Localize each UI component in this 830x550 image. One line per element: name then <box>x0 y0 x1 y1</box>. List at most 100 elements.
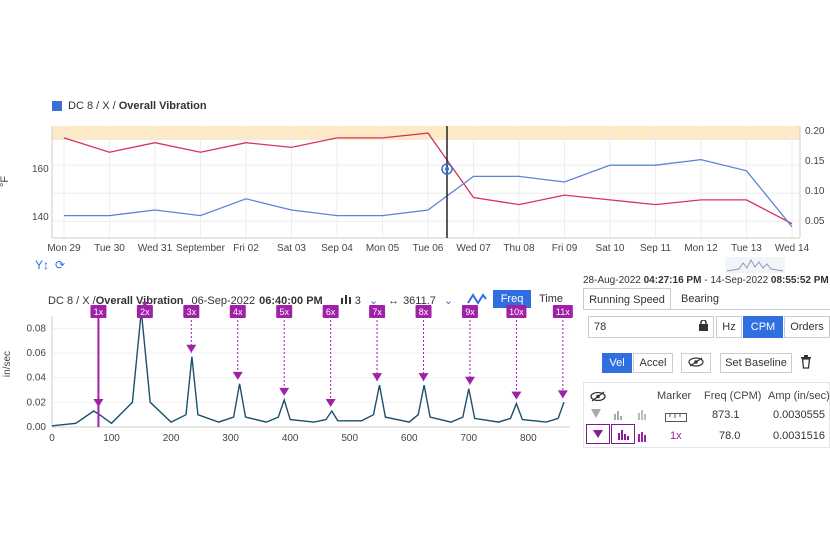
unit-hz-button[interactable]: Hz <box>716 316 742 338</box>
header-freq: Freq (CPM) <box>704 390 762 402</box>
spectrum-title-bold: Overall Vibration <box>95 294 184 307</box>
harmonic-marker-icon <box>593 430 603 438</box>
tab-time[interactable]: Time <box>538 293 564 305</box>
vel-button[interactable]: Vel <box>602 353 632 373</box>
trend-x-tick-label: Wed 14 <box>775 243 810 254</box>
harmonic-marker-label: 4x <box>233 307 243 317</box>
harmonic-marker-arrow <box>511 391 522 400</box>
trend-x-tick-label: Mon 12 <box>684 243 718 254</box>
trend-title-prefix: DC 8 / X / <box>68 100 119 112</box>
spectrum-y-label: in/sec <box>2 351 13 377</box>
width-arrow-icon: ↔ <box>388 294 400 307</box>
zoom-y-icon[interactable]: Y↕ <box>35 258 50 272</box>
harmonic-marker-arrow <box>464 376 475 385</box>
trend-x-tick-label: Wed 07 <box>456 243 491 254</box>
hide-markers-button[interactable] <box>681 353 711 373</box>
spectrum-x-tick-label: 700 <box>460 433 477 444</box>
trend-title-bold: Overall Vibration <box>118 100 207 112</box>
spectrum-chart[interactable]: in/sec 0.08 0.06 0.04 0.02 0.00 0 100 200 300 40… <box>0 302 575 450</box>
row2-marker: 1x <box>670 430 682 442</box>
harmonic-marker-box[interactable] <box>552 305 573 318</box>
range-end-date: 14-Sep-2022 <box>710 275 769 286</box>
tab-bearing[interactable]: Bearing <box>681 293 719 305</box>
harmonic-marker-label: 5x <box>279 307 289 317</box>
temperature-series-line <box>63 132 793 225</box>
harmonic-marker-box[interactable] <box>183 305 200 318</box>
harmonic-marker-box[interactable] <box>136 305 153 318</box>
harmonic-marker-arrow <box>186 344 197 353</box>
spectrum-x-tick-label: 200 <box>163 433 180 444</box>
trend-x-tick-label: Tue 13 <box>731 243 762 254</box>
harmonic-marker-arrow <box>372 373 383 382</box>
harmonic-marker-box[interactable] <box>229 305 246 318</box>
trend-x-tick-label: September <box>176 243 226 254</box>
harmonic-marker-arrow <box>279 387 290 396</box>
cursor-point-dot <box>445 167 449 171</box>
harmonic-marker-box[interactable] <box>506 305 527 318</box>
header-marker: Marker <box>657 390 692 402</box>
harmonic-marker-box[interactable] <box>90 305 107 318</box>
spectrum-x-tick-label: 600 <box>401 433 418 444</box>
harmonic-marker-label: 3x <box>187 307 197 317</box>
range-start-date: 28-Aug-2022 <box>583 275 641 286</box>
row2-amp: 0.0031516 <box>773 430 825 442</box>
spectrum-x-tick-label: 0 <box>49 433 55 444</box>
lock-icon[interactable] <box>699 318 708 336</box>
tab-running-speed[interactable]: Running Speed <box>583 288 671 310</box>
set-baseline-button[interactable]: Set Baseline <box>720 353 792 373</box>
legend-swatch <box>52 101 62 111</box>
waveform-icon[interactable] <box>467 293 487 308</box>
spectrum-x-tick-label: 300 <box>222 433 239 444</box>
trend-title: DC 8 / X / Overall Vibration <box>52 100 207 112</box>
cursor-marker-icon <box>591 409 601 418</box>
spectrum-header: DC 8 / X / Overall Vibration 06-Sep-2022… <box>48 293 487 308</box>
harmonic-marker-box[interactable] <box>322 305 339 318</box>
harmonic-marker-label: 9x <box>465 307 475 317</box>
reset-zoom-icon[interactable]: ⟳ <box>55 258 66 272</box>
accel-button[interactable]: Accel <box>633 353 673 373</box>
right-tick-1: 0.15 <box>805 156 825 167</box>
right-tick-0: 0.20 <box>805 126 825 137</box>
trash-icon[interactable] <box>800 355 812 374</box>
unit-cpm-button[interactable]: CPM <box>743 316 783 338</box>
harmonic-bars-toggle[interactable] <box>611 424 635 444</box>
overview-sparkline[interactable] <box>725 255 785 273</box>
tab-freq[interactable]: Freq <box>493 290 531 308</box>
harmonic-marker-box[interactable] <box>369 305 386 318</box>
trend-x-tick-label: Wed 31 <box>138 243 173 254</box>
chevron-down-icon[interactable]: ⌄ <box>368 295 379 307</box>
spectrum-x-tick-label: 400 <box>282 433 299 444</box>
harmonic-marker-toggle[interactable] <box>586 424 610 444</box>
eye-slash-icon[interactable] <box>590 389 606 407</box>
speed-field[interactable]: 78 <box>588 316 714 338</box>
harmonic-marker-label: 7x <box>372 307 382 317</box>
harmonic-marker-box[interactable] <box>276 305 293 318</box>
bars-icon[interactable] <box>340 294 351 307</box>
range-start-time: 04:27:16 PM <box>643 275 702 286</box>
unit-orders-button[interactable]: Orders <box>784 316 830 338</box>
harmonic-marker-arrow <box>93 398 104 407</box>
trend-x-tick-label: Sep 11 <box>640 243 671 254</box>
trend-x-tick-label: Tue 30 <box>94 243 125 254</box>
left-tick-160: 160 <box>32 164 49 175</box>
harmonic-marker-box[interactable] <box>415 305 432 318</box>
cursor-point[interactable] <box>441 163 453 175</box>
spectrum-y-tick-label: 0.00 <box>27 422 47 433</box>
chevron-down-icon[interactable]: ⌄ <box>443 295 454 307</box>
harmonic-marker-box[interactable] <box>461 305 478 318</box>
harmonic-marker-label: 2x <box>140 307 150 317</box>
header-amp: Amp (in/sec) <box>768 390 830 402</box>
spectrum-title-prefix: DC 8 / X / <box>48 294 96 307</box>
left-tick-140: 140 <box>32 212 49 223</box>
range-end-time: 08:55:52 PM <box>770 275 829 286</box>
trend-x-tick-label: Sat 03 <box>277 243 306 254</box>
width-value: 3611.7 <box>403 294 436 307</box>
table-row[interactable] <box>590 408 660 427</box>
spectrum-y-tick-label: 0.06 <box>27 348 47 359</box>
trend-x-tick-label: Sep 04 <box>321 243 353 254</box>
trend-x-tick-label: Sat 10 <box>596 243 625 254</box>
trend-chart[interactable]: °F 160 140 0.20 0.15 0.10 0.05 Mon 29 Tue… <box>0 115 830 265</box>
range-separator: - <box>701 275 711 286</box>
trend-x-tick-label: Tue 06 <box>413 243 444 254</box>
trend-x-tick-label: Thu 08 <box>503 243 535 254</box>
